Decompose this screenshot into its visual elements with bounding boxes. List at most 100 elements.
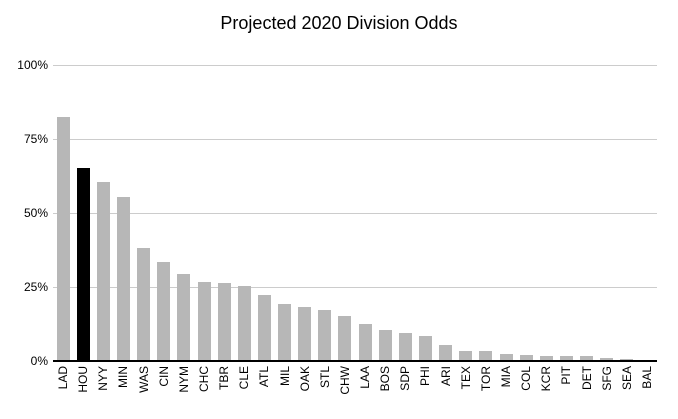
x-slot-WAS: WAS <box>134 366 154 414</box>
x-slot-SEA: SEA <box>617 366 637 414</box>
x-slot-COL: COL <box>516 366 536 414</box>
x-tick-label-ARI: ARI <box>438 366 453 387</box>
x-tick-label-OAK: OAK <box>297 366 312 392</box>
bar-MIL <box>278 303 292 360</box>
bar-PIT <box>559 355 573 360</box>
x-slot-CLE: CLE <box>234 366 254 414</box>
x-tick-label-CHC: CHC <box>196 366 211 392</box>
x-slot-ATL: ATL <box>254 366 274 414</box>
x-tick-label-TOR: TOR <box>478 366 493 392</box>
y-tick-label-75%: 75% <box>23 132 48 146</box>
x-slot-NYY: NYY <box>93 366 113 414</box>
x-tick-label-MIA: MIA <box>498 366 513 388</box>
x-slot-LAA: LAA <box>355 366 375 414</box>
x-tick-label-SEA: SEA <box>619 366 634 391</box>
x-slot-PIT: PIT <box>556 366 576 414</box>
bar-MIN <box>116 197 130 360</box>
x-slot-CIN: CIN <box>154 366 174 414</box>
bar-BOS <box>378 330 392 360</box>
gridline-25 <box>53 286 657 288</box>
chart-title: Projected 2020 Division Odds <box>220 13 458 33</box>
x-slot-ARI: ARI <box>436 366 456 414</box>
bar-ATL <box>257 294 271 360</box>
x-slot-CHW: CHW <box>335 366 355 414</box>
bar-SEA <box>620 359 634 360</box>
x-tick-label-LAA: LAA <box>358 366 373 389</box>
x-tick-label-CHW: CHW <box>337 366 352 395</box>
x-slot-MIN: MIN <box>113 366 133 414</box>
bar-KCR <box>539 355 553 360</box>
bar-TOR <box>479 351 493 360</box>
x-slot-TEX: TEX <box>456 366 476 414</box>
x-tick-label-BAL: BAL <box>639 366 654 389</box>
x-tick-label-PHI: PHI <box>418 366 433 387</box>
x-tick-label-BOS: BOS <box>378 366 393 392</box>
x-slot-CHC: CHC <box>194 366 214 414</box>
x-tick-label-COL: COL <box>519 366 534 391</box>
x-slot-BOS: BOS <box>375 366 395 414</box>
bar-TEX <box>459 351 473 360</box>
bar-COL <box>519 354 533 360</box>
x-tick-label-NYM: NYM <box>176 366 191 393</box>
x-tick-label-WAS: WAS <box>136 366 151 393</box>
gridline-50 <box>53 212 657 214</box>
bar-DET <box>580 356 594 360</box>
plot-area <box>53 64 657 362</box>
y-tick-label-25%: 25% <box>23 280 48 294</box>
gridline-75 <box>53 138 657 140</box>
bar-LAA <box>358 324 372 360</box>
bar-CHW <box>338 315 352 360</box>
y-tick-label-50%: 50% <box>23 206 48 220</box>
bar-OAK <box>298 306 312 360</box>
x-tick-label-HOU: HOU <box>76 366 91 393</box>
bar-NYY <box>96 182 110 360</box>
x-tick-label-DET: DET <box>579 366 594 390</box>
bar-WAS <box>137 247 151 360</box>
x-slot-PHI: PHI <box>415 366 435 414</box>
x-tick-label-CIN: CIN <box>156 366 171 387</box>
x-slot-TBR: TBR <box>214 366 234 414</box>
bar-STL <box>318 309 332 360</box>
x-tick-label-MIL: MIL <box>277 366 292 387</box>
x-slot-MIA: MIA <box>496 366 516 414</box>
x-tick-label-TBR: TBR <box>217 366 232 390</box>
x-tick-label-MIN: MIN <box>116 366 131 388</box>
x-axis-line <box>53 360 657 362</box>
x-tick-label-STL: STL <box>317 366 332 389</box>
x-slot-HOU: HOU <box>73 366 93 414</box>
bar-HOU <box>76 167 90 360</box>
x-slot-SDP: SDP <box>395 366 415 414</box>
bar-PHI <box>418 336 432 360</box>
x-slot-LAD: LAD <box>53 366 73 414</box>
x-slot-OAK: OAK <box>295 366 315 414</box>
gridline-100 <box>53 64 657 66</box>
x-slot-KCR: KCR <box>536 366 556 414</box>
x-tick-label-SFG: SFG <box>599 366 614 391</box>
x-tick-label-ATL: ATL <box>257 366 272 388</box>
x-axis: LAD HOU NYY MIN WAS CIN NYM CHC TBR CLE ATL MIL OAK S… <box>53 366 657 414</box>
bar-CIN <box>157 262 171 360</box>
x-tick-label-NYY: NYY <box>96 366 111 391</box>
bar-SFG <box>600 358 614 360</box>
x-slot-MIL: MIL <box>274 366 294 414</box>
x-tick-label-LAD: LAD <box>56 366 71 390</box>
bar-TBR <box>217 283 231 360</box>
bar-LAD <box>56 117 70 360</box>
x-slot-NYM: NYM <box>174 366 194 414</box>
x-slot-SFG: SFG <box>597 366 617 414</box>
x-tick-label-PIT: PIT <box>559 366 574 385</box>
x-tick-label-TEX: TEX <box>458 366 473 390</box>
y-tick-label-0%: 0% <box>30 354 48 368</box>
x-tick-label-KCR: KCR <box>539 366 554 392</box>
x-slot-DET: DET <box>576 366 596 414</box>
x-tick-label-CLE: CLE <box>237 366 252 390</box>
x-slot-STL: STL <box>315 366 335 414</box>
x-slot-TOR: TOR <box>476 366 496 414</box>
bar-ARI <box>439 345 453 360</box>
x-tick-label-SDP: SDP <box>398 366 413 391</box>
bar-CLE <box>237 286 251 360</box>
x-slot-BAL: BAL <box>637 366 657 414</box>
y-tick-label-100%: 100% <box>17 58 48 72</box>
bar-SDP <box>398 333 412 360</box>
